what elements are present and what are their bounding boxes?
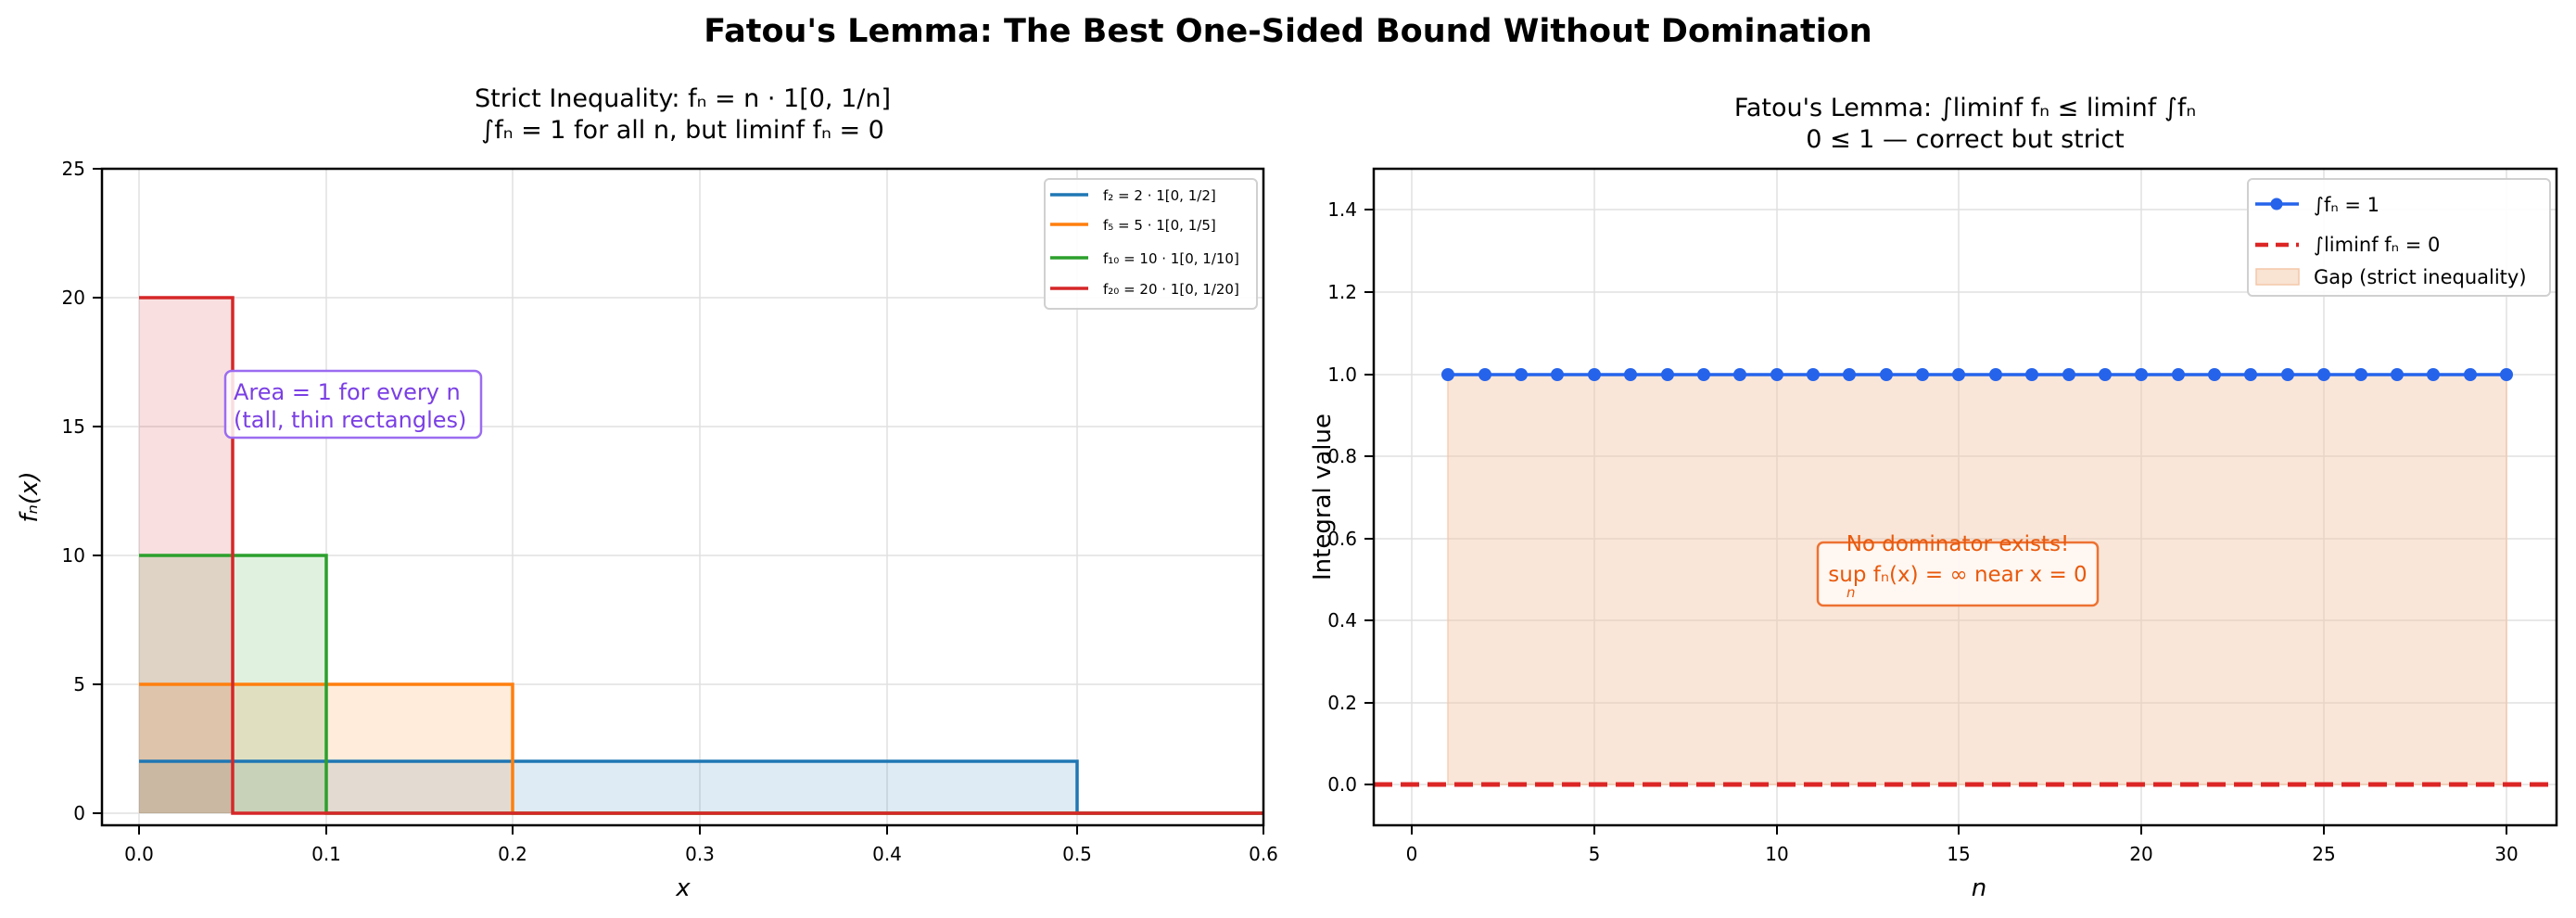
- left-panel-title: Strict Inequality: fₙ = n · 1[0, 1/n] ∫f…: [102, 83, 1263, 147]
- legend-item-f2: f₂ = 2 · 1[0, 1/2]: [1050, 187, 1216, 204]
- svg-text:0.4: 0.4: [872, 843, 902, 865]
- right-annotation-line1: No dominator exists!: [1846, 532, 2070, 556]
- svg-text:20: 20: [2129, 843, 2152, 865]
- right-panel-title: Fatou's Lemma: ∫liminf fₙ ≤ liminf ∫fₙ 0…: [1374, 93, 2557, 156]
- right-ytick-labels: 0.0 0.2 0.4 0.6 0.8 1.0 1.2 1.4: [1327, 198, 1357, 796]
- left-chart: 0.0 0.1 0.2 0.3 0.4 0.5 0.6 0 5 10 15 20…: [16, 158, 1278, 902]
- svg-text:0.6: 0.6: [1327, 528, 1357, 550]
- left-lines: [139, 296, 1263, 815]
- right-xtick-labels: 0 5 10 15 20 25 30: [1406, 843, 2519, 865]
- right-axes-frame: [1372, 167, 2558, 827]
- left-axes-frame: [100, 167, 1265, 827]
- svg-text:f₅ = 5 · 1[0, 1/5]: f₅ = 5 · 1[0, 1/5]: [1103, 217, 1216, 234]
- right-chart: 0 5 10 15 20 25 30 0.0 0.2 0.4 0.6 0.8 1…: [1309, 167, 2558, 902]
- svg-text:0: 0: [73, 802, 85, 824]
- svg-text:0.2: 0.2: [498, 843, 527, 865]
- right-ylabel: Integral value: [1309, 414, 1337, 580]
- svg-text:1.4: 1.4: [1327, 198, 1357, 221]
- line-f20: [139, 296, 1263, 815]
- svg-text:0.5: 0.5: [1062, 843, 1092, 865]
- left-xlabel: x: [675, 874, 691, 902]
- legend-item-integral: ∫fₙ = 1: [2255, 194, 2379, 216]
- svg-text:25: 25: [62, 158, 85, 180]
- left-title-line2: ∫fₙ = 1 for all n, but liminf fₙ = 0: [481, 116, 884, 145]
- right-title-line2: 0 ≤ 1 — correct but strict: [1806, 125, 2125, 154]
- svg-text:15: 15: [62, 415, 85, 438]
- svg-text:0.0: 0.0: [1327, 773, 1357, 796]
- right-title-line1: Fatou's Lemma: ∫liminf fₙ ≤ liminf ∫fₙ: [1733, 94, 2197, 122]
- figure-suptitle: Fatou's Lemma: The Best One-Sided Bound …: [704, 13, 1872, 50]
- svg-text:0: 0: [1406, 843, 1418, 865]
- svg-text:0.3: 0.3: [685, 843, 715, 865]
- svg-text:0.1: 0.1: [311, 843, 341, 865]
- right-annotation: No dominator exists! sup fₙ(x) = ∞ near …: [1816, 532, 2100, 607]
- svg-text:0.6: 0.6: [1249, 843, 1278, 865]
- legend-item-liminf: ∫liminf fₙ = 0: [2255, 234, 2440, 256]
- annotation-line2: (tall, thin rectangles): [234, 407, 466, 433]
- svg-text:20: 20: [62, 287, 85, 309]
- right-ticks: [1364, 209, 2507, 835]
- svg-text:f₂₀ = 20 · 1[0, 1/20]: f₂₀ = 20 · 1[0, 1/20]: [1103, 281, 1239, 298]
- svg-text:15: 15: [1947, 843, 1970, 865]
- right-grid: [1374, 169, 2557, 825]
- svg-text:5: 5: [1589, 843, 1601, 865]
- legend-item-gap: Gap (strict inequality): [2255, 266, 2527, 288]
- fill-f2: [139, 761, 1077, 813]
- svg-text:0.8: 0.8: [1327, 445, 1357, 467]
- svg-text:Gap (strict inequality): Gap (strict inequality): [2314, 266, 2527, 288]
- left-ylabel: fₙ(x): [16, 471, 44, 522]
- svg-text:5: 5: [73, 673, 85, 695]
- svg-text:f₂ = 2 · 1[0, 1/2]: f₂ = 2 · 1[0, 1/2]: [1103, 187, 1216, 204]
- svg-text:f₁₀ = 10 · 1[0, 1/10]: f₁₀ = 10 · 1[0, 1/10]: [1103, 250, 1239, 267]
- left-annotation: Area = 1 for every n (tall, thin rectang…: [223, 369, 483, 440]
- legend-item-f10: f₁₀ = 10 · 1[0, 1/10]: [1050, 250, 1239, 267]
- left-title-line1: Strict Inequality: fₙ = n · 1[0, 1/n]: [475, 84, 891, 113]
- annotation-line1: Area = 1 for every n: [234, 379, 461, 405]
- legend-item-f20: f₂₀ = 20 · 1[0, 1/20]: [1050, 281, 1239, 298]
- right-legend: ∫fₙ = 1 ∫liminf fₙ = 0 Gap (strict inequ…: [2247, 178, 2551, 297]
- right-annotation-line2: sup fₙ(x) = ∞ near x = 0: [1828, 563, 2087, 587]
- svg-text:10: 10: [62, 544, 85, 567]
- right-annotation-sub: n: [1846, 584, 1856, 601]
- svg-text:∫liminf fₙ = 0: ∫liminf fₙ = 0: [2314, 234, 2440, 256]
- svg-text:0.2: 0.2: [1327, 692, 1357, 714]
- svg-text:10: 10: [1765, 843, 1788, 865]
- svg-text:0.4: 0.4: [1327, 609, 1357, 631]
- svg-text:30: 30: [2494, 843, 2518, 865]
- integral-markers: [1441, 368, 2513, 381]
- svg-text:0.0: 0.0: [124, 843, 154, 865]
- left-xtick-labels: 0.0 0.1 0.2 0.3 0.4 0.5 0.6: [124, 843, 1278, 865]
- left-legend: f₂ = 2 · 1[0, 1/2] f₅ = 5 · 1[0, 1/5] f₁…: [1044, 178, 1258, 310]
- svg-text:∫fₙ = 1: ∫fₙ = 1: [2314, 194, 2379, 216]
- left-ticks: [93, 168, 1264, 835]
- svg-text:1.2: 1.2: [1327, 281, 1357, 303]
- left-ytick-labels: 0 5 10 15 20 25: [62, 158, 85, 824]
- right-xlabel: n: [1972, 874, 1986, 902]
- legend-item-f5: f₅ = 5 · 1[0, 1/5]: [1050, 217, 1216, 234]
- svg-text:1.0: 1.0: [1327, 363, 1357, 386]
- svg-text:25: 25: [2312, 843, 2335, 865]
